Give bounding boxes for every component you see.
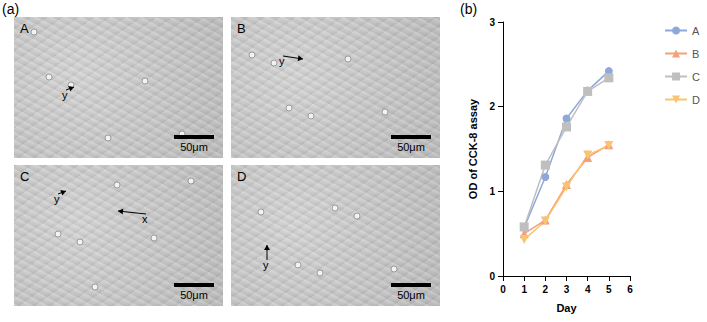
svg-text:3: 3 — [564, 284, 570, 295]
svg-text:D: D — [692, 94, 700, 106]
svg-text:y: y — [263, 259, 269, 271]
svg-text:OD of CCK-8 assay: OD of CCK-8 assay — [467, 98, 479, 199]
svg-text:A: A — [20, 21, 29, 36]
svg-text:50μm: 50μm — [397, 289, 425, 301]
svg-text:50μm: 50μm — [180, 141, 208, 153]
svg-text:y: y — [279, 55, 285, 67]
svg-text:6: 6 — [627, 284, 633, 295]
svg-text:50μm: 50μm — [397, 141, 425, 153]
svg-text:2: 2 — [489, 101, 495, 112]
svg-text:4: 4 — [585, 284, 591, 295]
svg-text:x: x — [142, 213, 148, 225]
svg-text:3: 3 — [489, 17, 495, 28]
svg-text:0: 0 — [500, 284, 506, 295]
svg-text:0: 0 — [489, 271, 495, 282]
svg-text:C: C — [20, 169, 29, 184]
svg-text:D: D — [237, 169, 246, 184]
html-text:(b): (b) — [460, 1, 478, 17]
svg-text:B: B — [237, 21, 246, 36]
svg-text:Day: Day — [556, 302, 577, 314]
svg-text:50μm: 50μm — [180, 289, 208, 301]
svg-text:A: A — [692, 25, 700, 37]
svg-text:5: 5 — [606, 284, 612, 295]
svg-text:y: y — [62, 89, 68, 101]
svg-text:y: y — [54, 193, 60, 205]
svg-text:1: 1 — [489, 186, 495, 197]
html-text:(a): (a) — [2, 1, 20, 17]
svg-text:C: C — [692, 71, 700, 83]
svg-text:2: 2 — [543, 284, 549, 295]
svg-text:1: 1 — [521, 284, 527, 295]
svg-text:B: B — [692, 48, 699, 60]
